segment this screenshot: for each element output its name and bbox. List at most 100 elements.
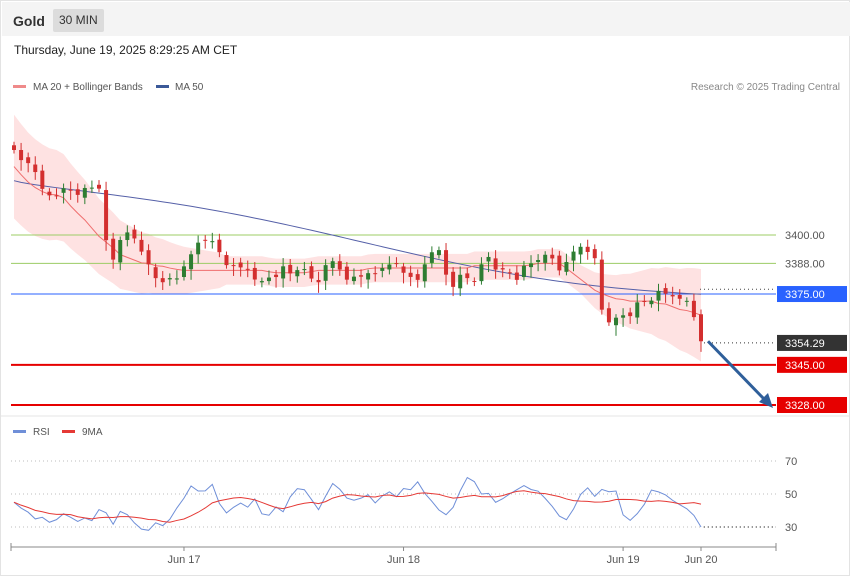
candle-body <box>259 281 264 283</box>
candle-body <box>111 238 116 260</box>
candle-body <box>266 277 271 282</box>
rsi-line <box>13 476 702 531</box>
timeframe-badge[interactable]: 30 MIN <box>53 9 104 32</box>
candle-body <box>373 273 378 275</box>
candle-body <box>351 276 356 282</box>
rsi-tick-label: 50 <box>785 489 797 501</box>
candle-body <box>118 240 123 263</box>
candle-body <box>614 317 619 326</box>
candle-body <box>649 300 654 305</box>
candle-body <box>196 242 201 255</box>
support-level-tag <box>777 397 847 413</box>
candle-body <box>521 265 526 278</box>
candle-body <box>344 266 349 280</box>
candle-body <box>422 264 427 282</box>
candle-body <box>54 195 59 197</box>
candle-body <box>203 239 208 241</box>
candle-body <box>507 272 512 274</box>
candle-body <box>472 280 477 282</box>
candle-body <box>557 255 562 271</box>
ma20-legend-label: MA 20 + Bollinger Bands <box>33 82 143 93</box>
candle-body <box>160 278 165 283</box>
pivot-level-tag <box>777 286 847 303</box>
candle-body <box>316 279 321 283</box>
candle-body <box>699 314 703 342</box>
candle-body <box>578 246 583 255</box>
candle-body <box>451 271 456 287</box>
moving-averages <box>13 166 702 316</box>
candle-body <box>642 300 647 302</box>
header-bar: Gold 30 MIN <box>2 2 850 36</box>
candle-body <box>415 274 420 280</box>
candle-body <box>337 261 342 270</box>
candle-body <box>245 268 250 270</box>
candle-body <box>401 266 406 273</box>
support-level-label: 3345.00 <box>785 360 825 372</box>
candle-body <box>309 266 314 279</box>
candle-body <box>153 267 158 279</box>
forecast-arrow <box>706 340 773 408</box>
candle-body <box>139 239 144 252</box>
candle-body <box>238 262 243 268</box>
rsi-ma-legend-swatch <box>62 430 75 433</box>
candle-body <box>635 302 640 318</box>
candle-body <box>387 264 392 270</box>
candle-body <box>40 170 45 189</box>
candle-body <box>677 294 682 299</box>
candle-body <box>656 290 661 301</box>
candle-body <box>663 288 668 294</box>
ma20-legend-swatch <box>13 85 26 88</box>
candle-body <box>288 264 293 274</box>
last-price-label: 3354.29 <box>785 338 825 350</box>
candlesticks <box>12 141 703 352</box>
candle-body <box>82 187 87 198</box>
candle-body <box>132 229 137 239</box>
credit-text: Research © 2025 Trading Central <box>691 82 840 93</box>
x-axis-tick-label: Jun 18 <box>387 554 420 566</box>
candle-body <box>670 295 675 297</box>
candle-body <box>47 191 52 196</box>
last-price-marker: 3354.29 <box>704 334 847 351</box>
candle-body <box>323 265 328 281</box>
rsi-pane: 70 50 30 <box>11 456 797 534</box>
candle-body <box>514 272 519 280</box>
candle-body <box>96 184 101 189</box>
candle-body <box>167 278 172 280</box>
resistance-level-label: 3388.00 <box>785 258 825 270</box>
candle-body <box>252 267 257 280</box>
candle-body <box>585 246 590 252</box>
candle-body <box>295 270 300 277</box>
forecast-arrow-head <box>759 393 773 408</box>
candle-body <box>500 268 505 270</box>
x-axis-tick-label: Jun 19 <box>607 554 640 566</box>
symbol-title: Gold <box>13 13 45 29</box>
candle-body <box>628 312 633 317</box>
forecast-arrow-shaft <box>706 340 766 401</box>
bollinger-band <box>14 114 701 362</box>
candle-body <box>210 241 215 243</box>
support-level-tag <box>777 356 847 373</box>
candle-body <box>436 250 441 256</box>
candle-body <box>465 273 470 279</box>
ma50-line <box>13 180 702 295</box>
candle-body <box>75 189 80 195</box>
candle-body <box>217 239 222 253</box>
candle-body <box>61 188 66 193</box>
candle-body <box>536 260 541 263</box>
candle-body <box>26 157 31 164</box>
candle-body <box>89 187 94 189</box>
candle-body <box>146 250 151 265</box>
candle-body <box>543 254 548 263</box>
candle-body <box>564 262 569 272</box>
candle-body <box>366 273 371 280</box>
candle-body <box>380 268 385 271</box>
last-price-tag <box>777 334 847 351</box>
candle-body <box>592 249 597 259</box>
x-axis-tick-label: Jun 20 <box>684 554 717 566</box>
candle-body <box>691 300 696 318</box>
rsi-ma-line <box>13 490 702 523</box>
rsi-legend-swatch <box>13 430 26 433</box>
candle-body <box>281 266 286 279</box>
candle-body <box>571 251 576 261</box>
